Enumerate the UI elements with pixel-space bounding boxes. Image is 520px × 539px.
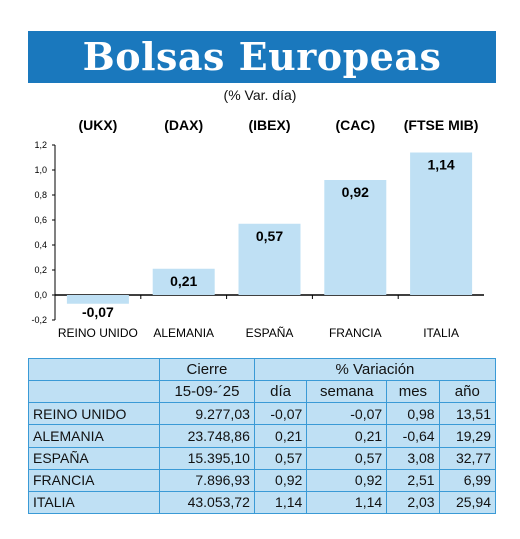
row-cierre: 23.748,86: [159, 424, 255, 448]
bar: [324, 180, 387, 295]
y-tick-label: 0,4: [34, 240, 47, 250]
y-tick-label: 1,0: [34, 165, 47, 175]
header-variacion: % Variación: [253, 357, 497, 382]
index-label: (UKX): [78, 117, 117, 133]
chart-title: Bolsas Europeas: [28, 31, 496, 83]
bar: [238, 223, 301, 295]
data-label: 0,21: [170, 273, 197, 289]
row-cierre: 15.395,10: [159, 446, 255, 470]
row-semana: 0,57: [306, 446, 388, 470]
y-tick-label: 0,2: [34, 265, 47, 275]
header-fecha: 15-09-´25: [159, 380, 255, 404]
y-tick-label: 0,8: [34, 190, 47, 200]
row-cierre: 9.277,03: [159, 402, 255, 426]
row-anio: 6,99: [438, 468, 497, 492]
y-tick-label: 0,6: [34, 215, 47, 225]
data-label: 1,14: [427, 157, 454, 173]
table-row: ALEMANIA 23.748,86 0,21 0,21 -0,64 19,29: [27, 424, 497, 448]
row-cierre: 7.896,93: [159, 468, 255, 492]
row-dia: -0,07: [253, 402, 308, 426]
table-row: REINO UNIDO 9.277,03 -0,07 -0,07 0,98 13…: [27, 402, 497, 426]
row-semana: -0,07: [306, 402, 388, 426]
data-label: 0,92: [342, 184, 369, 200]
chart-subtitle: (% Var. día): [223, 87, 297, 103]
index-label: (IBEX): [249, 117, 291, 133]
data-label: -0,07: [82, 304, 114, 320]
category-label: ESPAÑA: [246, 326, 294, 340]
bar: [152, 268, 215, 295]
header-cierre: Cierre: [159, 357, 255, 382]
index-label: (DAX): [164, 117, 203, 133]
row-mes: -0,64: [386, 424, 440, 448]
row-anio: 25,94: [438, 490, 497, 515]
index-label: (FTSE MIB): [404, 117, 479, 133]
row-dia: 1,14: [253, 490, 308, 515]
table-header-blank-2: [27, 380, 161, 404]
category-label: ALEMANIA: [153, 326, 214, 340]
row-name: REINO UNIDO: [27, 402, 161, 426]
row-dia: 0,57: [253, 446, 308, 470]
bar: [410, 152, 473, 295]
row-anio: 19,29: [438, 424, 497, 448]
row-semana: 1,14: [306, 490, 388, 515]
row-cierre: 43.053,72: [159, 490, 255, 515]
bar-chart: -0,2 0,0 0,2 0,4 0,6 0,8 1,0 1,2 -0,07 (UKX) REINO…: [31, 117, 484, 340]
header-semana: semana: [306, 380, 388, 404]
category-label: ITALIA: [423, 326, 459, 340]
row-mes: 3,08: [386, 446, 440, 470]
row-dia: 0,21: [253, 424, 308, 448]
row-dia: 0,92: [253, 468, 308, 492]
row-semana: 0,21: [306, 424, 388, 448]
row-name: ITALIA: [27, 490, 161, 515]
header-mes: mes: [386, 380, 440, 404]
category-label: FRANCIA: [329, 326, 382, 340]
table-header-blank: [27, 357, 161, 382]
row-name: FRANCIA: [27, 468, 161, 492]
row-name: ESPAÑA: [27, 446, 161, 470]
header-dia: día: [253, 380, 308, 404]
row-mes: 2,03: [386, 490, 440, 515]
row-mes: 0,98: [386, 402, 440, 426]
data-table: Cierre % Variación 15-09-´25 día semana …: [27, 357, 497, 515]
bar: [66, 295, 129, 304]
data-label: 0,57: [256, 228, 283, 244]
category-label: REINO UNIDO: [58, 326, 138, 340]
y-tick-label: 0,0: [34, 290, 47, 300]
table-row: FRANCIA 7.896,93 0,92 0,92 2,51 6,99: [27, 468, 497, 492]
row-anio: 13,51: [438, 402, 497, 426]
row-anio: 32,77: [438, 446, 497, 470]
table-row: ESPAÑA 15.395,10 0,57 0,57 3,08 32,77: [27, 446, 497, 470]
index-label: (CAC): [335, 117, 375, 133]
row-name: ALEMANIA: [27, 424, 161, 448]
row-semana: 0,92: [306, 468, 388, 492]
header-anio: año: [438, 380, 497, 404]
y-tick-label: -0,2: [31, 315, 47, 325]
row-mes: 2,51: [386, 468, 440, 492]
y-tick-label: 1,2: [34, 140, 47, 150]
table-row: ITALIA 43.053,72 1,14 1,14 2,03 25,94: [27, 490, 497, 515]
